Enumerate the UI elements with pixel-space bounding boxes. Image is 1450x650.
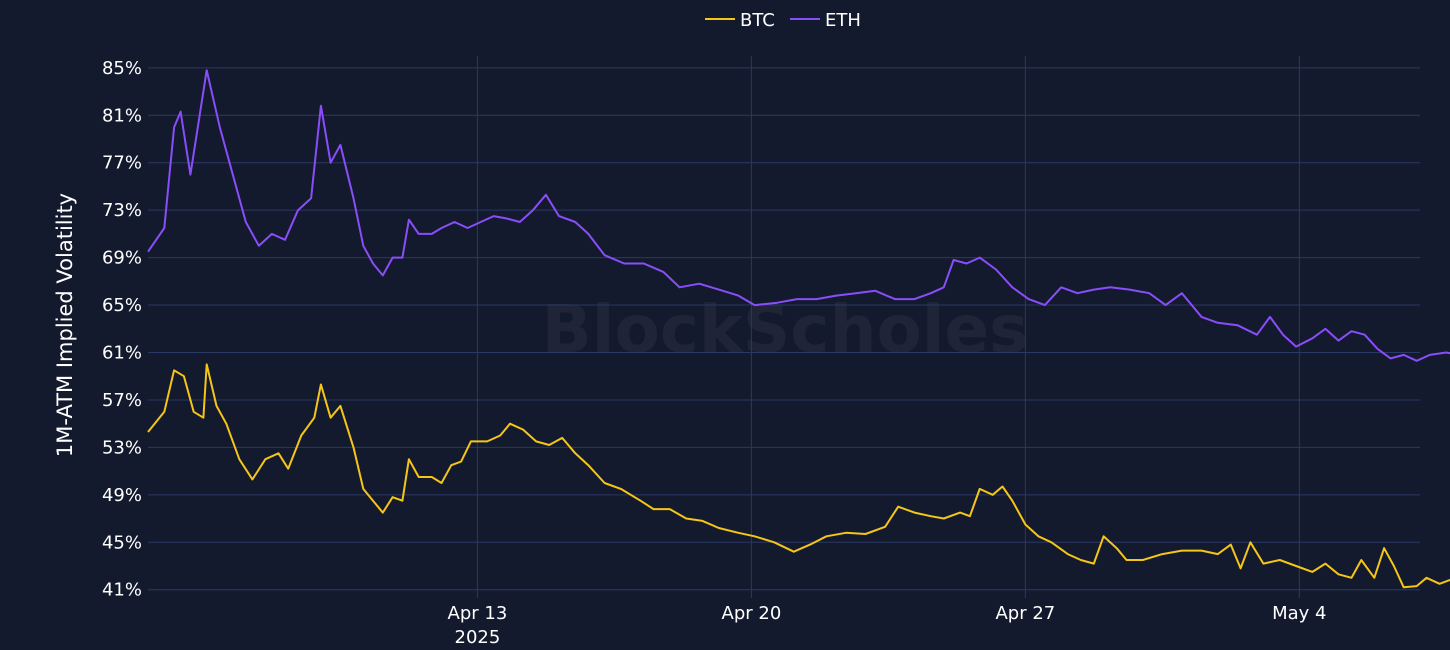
y-tick-label: 81% [102,105,142,126]
watermark-text: BlockScholes [542,291,1029,368]
series-line-eth [147,69,1450,362]
legend-label: ETH [825,10,861,31]
y-tick-label: 69% [102,248,142,269]
grid [148,56,1420,598]
legend-label: BTC [740,10,775,31]
y-axis-ticks: 41% 45% 49% 53% 57% 61% 65% 69% 73% 77% 81% 85% [102,58,142,601]
y-tick-label: 49% [102,485,142,506]
legend-item-eth[interactable]: ETH [790,10,861,31]
y-tick-label: 53% [102,437,142,458]
x-axis-ticks: Apr 13 2025 Apr 20 Apr 27 May 4 [448,603,1327,648]
watermark: BlockScholes [542,291,1029,368]
x-tick-label: May 4 [1272,603,1326,624]
y-tick-label: 57% [102,390,142,411]
y-tick-label: 65% [102,295,142,316]
series-lines [147,69,1450,589]
legend-item-btc[interactable]: BTC [705,10,775,31]
x-tick-label: Apr 27 [995,603,1055,624]
y-tick-label: 41% [102,580,142,601]
series-line-btc [147,363,1450,589]
x-tick-label: Apr 20 [722,603,782,624]
legend[interactable]: BTC ETH [705,10,861,31]
y-tick-label: 45% [102,532,142,553]
y-axis-label: 1M-ATM Implied Volatility [53,193,77,457]
y-tick-label: 85% [102,58,142,79]
x-tick-sublabel: 2025 [455,627,501,648]
y-tick-label: 61% [102,342,142,363]
x-tick-label: Apr 13 [448,603,508,624]
y-tick-label: 73% [102,200,142,221]
y-tick-label: 77% [102,153,142,174]
